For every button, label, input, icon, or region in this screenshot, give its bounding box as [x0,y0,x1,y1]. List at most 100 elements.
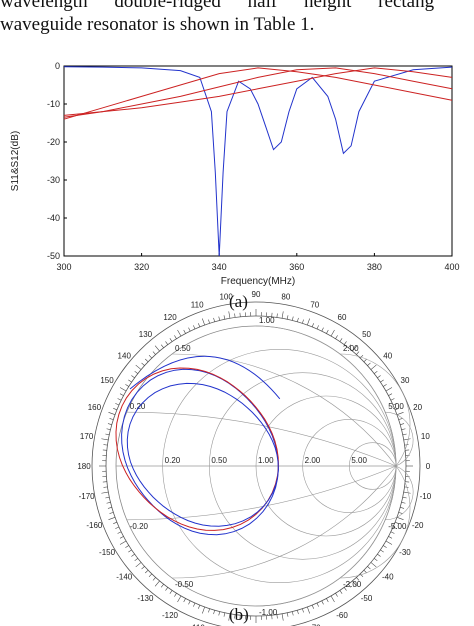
scale-tick [363,569,367,574]
scale-tick [388,536,393,539]
angle-label: -110 [189,624,205,626]
scale-tick [356,577,360,581]
reactance-arc [385,465,414,521]
scale-tick [105,433,110,436]
scale-tick [400,507,405,509]
scale-tick [228,613,231,621]
scale-tick [396,412,404,415]
scale-tick [131,375,135,379]
scale-tick [103,486,108,488]
angle-label: 50 [362,330,371,339]
scale-tick [152,577,156,581]
scale-tick [377,553,381,557]
y-tick-label: -10 [47,99,60,109]
angle-label: -140 [116,573,133,582]
y-tick-label: -50 [47,251,60,261]
scale-tick [117,531,122,534]
scale-tick [165,587,169,591]
scale-tick [213,610,215,615]
scale-tick [403,491,411,494]
reactance-label-neg: -5.00 [388,522,407,531]
scale-tick [125,384,129,387]
angle-label: 100 [219,293,233,302]
y-tick-label: -40 [47,213,60,223]
scale-tick [109,418,114,420]
scale-tick [108,517,116,520]
angle-label: -60 [336,611,348,620]
y-axis-label: S11&S12(dB) [10,131,21,191]
scale-tick [202,606,205,614]
x-tick-label: 360 [289,262,304,272]
scale-tick [359,573,364,577]
plot-frame [63,65,453,257]
angle-label: 130 [139,330,153,339]
scale-tick [188,600,191,605]
scale-tick [145,569,149,574]
scale-tick [307,318,310,326]
scale-tick [401,428,406,431]
scale-tick [385,387,393,392]
scale-tick [145,358,149,363]
scale-tick [348,344,352,348]
angle-label: 0 [426,462,431,471]
scale-tick [359,355,364,359]
scale-tick [193,602,196,607]
scale-tick [101,491,109,494]
scale-tick [352,580,358,587]
scale-tick [343,587,347,591]
scale-tick [330,595,335,603]
angle-label: 170 [80,432,94,441]
scale-tick [223,315,226,320]
scale-tick [352,345,358,352]
scale-tick [169,590,173,594]
scale-tick [106,501,111,504]
angle-label: 140 [118,351,132,360]
scale-tick [281,311,284,319]
impedance-tail [129,355,281,400]
scale-tick [188,327,191,332]
scale-tick [128,379,132,383]
scale-tick [297,317,299,322]
impedance-locus-3 [126,382,279,527]
scale-tick [276,614,278,619]
angle-label: -170 [79,492,96,501]
outer-ring [91,301,421,626]
scale-tick [208,319,210,324]
body-text-line-2: waveguide resonator is shown in Table 1. [0,14,315,35]
scale-tick [402,496,407,499]
scale-tick [131,553,135,557]
scale-tick [281,613,284,621]
reactance-label-pos: 5.00 [388,402,404,411]
scale-tick [396,517,404,520]
scale-tick [392,403,397,406]
scale-tick [326,329,329,334]
reactance-label-neg: -1.00 [259,608,278,617]
scale-tick [135,364,142,370]
scale-tick [339,590,343,594]
scale-tick [380,379,384,383]
scale-tick [286,315,289,320]
scale-tick [115,403,120,406]
angle-label: -10 [420,492,432,501]
scale-tick [119,393,124,396]
scale-tick [367,362,371,366]
reactance-label-pos: 2.00 [343,344,359,353]
scale-tick [148,355,153,359]
scale-tick [363,358,367,363]
series-line-4 [63,67,453,116]
resistance-label: 0.20 [165,456,181,465]
scale-tick [160,344,164,348]
angle-label: -30 [399,548,411,557]
series-line-3 [63,67,453,118]
angle-label: 110 [191,300,204,309]
scale-tick [291,316,294,321]
series-line-2 [63,67,453,120]
reactance-label-neg: -2.00 [343,580,362,589]
scale-tick [404,444,409,446]
reactance-arc [255,465,397,607]
scale-tick [276,313,278,318]
angle-label: 40 [383,351,392,360]
scale-tick [404,486,409,488]
scale-tick [141,362,145,366]
